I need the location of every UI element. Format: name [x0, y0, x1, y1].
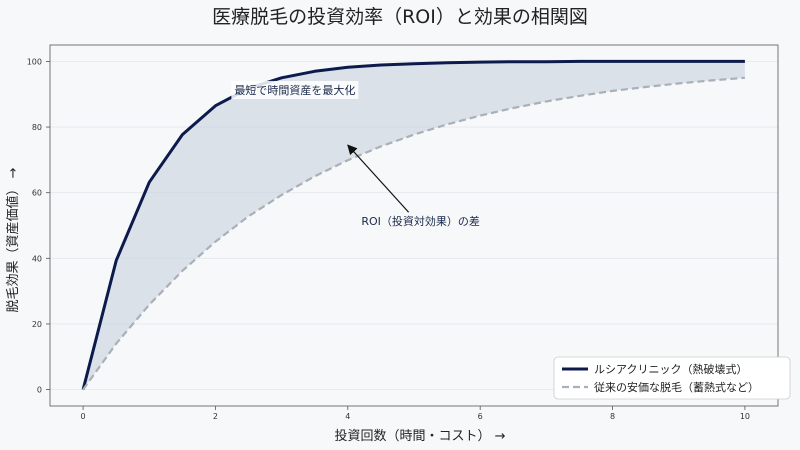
x-tick-label: 4	[345, 412, 350, 421]
annotation-fastest: 最短で時間資産を最大化	[234, 83, 355, 97]
x-tick-label: 0	[81, 412, 86, 421]
y-tick-label: 100	[27, 57, 42, 66]
x-tick-label: 2	[213, 412, 218, 421]
legend: ルシアクリニック（熱破壊式） 従来の安価な脱毛（蓄熱式など）	[553, 356, 791, 400]
series-line-lucia	[81, 59, 745, 390]
y-tick-label: 60	[32, 189, 42, 198]
x-tick-label: 8	[610, 412, 615, 421]
y-axis-ticks: 0 20 40 60 80 100	[27, 57, 50, 395]
y-tick-label: 40	[32, 254, 42, 263]
chart-title: 医療脱毛の投資効率（ROI）と効果の相関図	[212, 6, 588, 28]
y-tick-label: 0	[37, 386, 42, 395]
annotation-roi-gap: ROI（投資対効果）の差	[361, 214, 480, 228]
roi-gap-area	[83, 61, 745, 390]
x-axis-ticks: 0 2 4 6 8 10	[81, 406, 750, 421]
x-axis-label: 投資回数（時間・コスト） →	[334, 428, 505, 444]
y-tick-label: 20	[32, 320, 42, 329]
x-tick-label: 10	[740, 412, 750, 421]
legend-box	[553, 356, 791, 400]
y-tick-label: 80	[32, 123, 42, 132]
legend-label-lucia: ルシアクリニック（熱破壊式）	[594, 362, 747, 376]
annotation-arrow	[347, 144, 410, 213]
annotation-background	[231, 80, 359, 99]
legend-label-conventional: 従来の安価な脱毛（蓄熱式など）	[594, 380, 759, 394]
y-axis-label: 脱毛効果（資産価値） →	[5, 167, 21, 312]
plot-area-frame	[49, 44, 779, 407]
series-line-conventional	[82, 76, 745, 391]
x-tick-label: 6	[478, 412, 483, 421]
